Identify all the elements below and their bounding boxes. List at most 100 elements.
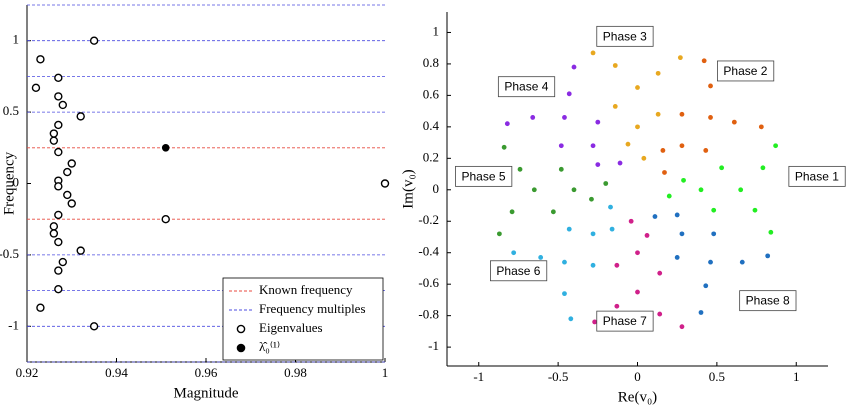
y-tick-label: 0.2 xyxy=(423,149,439,164)
point xyxy=(49,136,59,145)
point xyxy=(655,111,661,117)
point xyxy=(54,120,63,130)
point xyxy=(496,231,502,237)
y-tick-label: 0.4 xyxy=(423,118,440,133)
x-tick-label: 0.94 xyxy=(105,365,128,380)
point xyxy=(635,289,640,295)
x-tick-label: -1 xyxy=(473,369,484,384)
point xyxy=(612,104,618,109)
point xyxy=(568,316,574,322)
point xyxy=(612,63,618,68)
point xyxy=(681,177,686,183)
annotation: Phase 2 xyxy=(717,60,775,82)
point xyxy=(625,141,631,147)
point xyxy=(562,115,567,120)
point xyxy=(49,222,59,231)
point xyxy=(571,187,577,193)
annotation: Phase 5 xyxy=(455,165,513,187)
annotation-box xyxy=(717,60,775,82)
point xyxy=(595,119,601,125)
y-tick-label: 0.6 xyxy=(423,86,440,101)
point xyxy=(161,214,170,224)
x-tick-label: 0.96 xyxy=(195,365,218,380)
point xyxy=(76,112,85,121)
x-axis-label: Magnitude xyxy=(174,385,239,401)
point xyxy=(161,144,170,152)
y-tick-label: 0.8 xyxy=(423,55,439,70)
point xyxy=(592,319,598,325)
y-tick-label: 0 xyxy=(433,181,440,196)
y-tick-label: 1 xyxy=(433,23,440,38)
point xyxy=(708,83,713,89)
point xyxy=(566,91,572,97)
point xyxy=(617,160,623,166)
point xyxy=(765,253,771,259)
point xyxy=(641,155,647,161)
x-tick-label: -0.5 xyxy=(548,369,569,384)
point xyxy=(657,270,663,276)
point xyxy=(517,166,523,172)
point xyxy=(558,143,564,149)
point xyxy=(698,187,704,193)
annotation: Phase 3 xyxy=(596,25,654,47)
point xyxy=(501,144,507,150)
annotation-box xyxy=(455,165,513,187)
point xyxy=(49,229,59,238)
point xyxy=(657,311,663,317)
legend-label: Eigenvalues xyxy=(259,320,323,335)
annotation-text: Phase 8 xyxy=(746,294,790,308)
point xyxy=(504,121,510,127)
point xyxy=(708,115,713,120)
point xyxy=(531,187,537,193)
y-tick-label: -0.6 xyxy=(418,275,439,290)
annotation: Phase 8 xyxy=(739,290,797,312)
point xyxy=(711,231,717,237)
point xyxy=(674,212,680,218)
point xyxy=(36,303,45,312)
y-tick-label: 0.5 xyxy=(3,103,19,118)
point xyxy=(530,115,536,120)
annotation-box xyxy=(497,76,556,98)
point xyxy=(58,257,67,267)
y-tick-label: -1 xyxy=(8,317,19,332)
annotation-box xyxy=(739,290,797,312)
point xyxy=(562,291,567,297)
point xyxy=(698,310,704,315)
point xyxy=(36,55,45,64)
point xyxy=(660,148,666,153)
point xyxy=(677,55,683,61)
point xyxy=(589,196,594,202)
annotation-text: Phase 2 xyxy=(723,64,767,78)
point xyxy=(380,179,390,188)
point xyxy=(760,165,766,171)
legend-swatch xyxy=(236,324,246,334)
point xyxy=(739,259,745,265)
y-tick-label: -0.8 xyxy=(418,307,439,322)
point xyxy=(758,124,764,130)
point xyxy=(703,148,709,153)
point xyxy=(54,266,63,275)
annotation-text: Phase 4 xyxy=(504,80,548,94)
point xyxy=(679,111,685,117)
point xyxy=(701,58,707,64)
point xyxy=(67,159,76,168)
point xyxy=(738,187,744,193)
y-tick-label: -0.4 xyxy=(418,244,439,259)
point xyxy=(76,246,85,255)
annotation-text: Phase 6 xyxy=(496,264,540,278)
point xyxy=(54,73,63,83)
point xyxy=(538,255,544,260)
point xyxy=(54,284,63,294)
point xyxy=(703,283,709,289)
annotation-text: Phase 7 xyxy=(603,314,647,328)
annotation: Phase 1 xyxy=(788,165,846,187)
point xyxy=(49,129,59,138)
point xyxy=(608,204,613,210)
y-tick-label: -0.2 xyxy=(418,212,439,227)
point xyxy=(773,143,779,149)
y-tick-label: 1 xyxy=(13,32,20,47)
point xyxy=(635,250,640,256)
x-tick-label: 0.92 xyxy=(16,365,39,380)
point xyxy=(58,100,67,110)
